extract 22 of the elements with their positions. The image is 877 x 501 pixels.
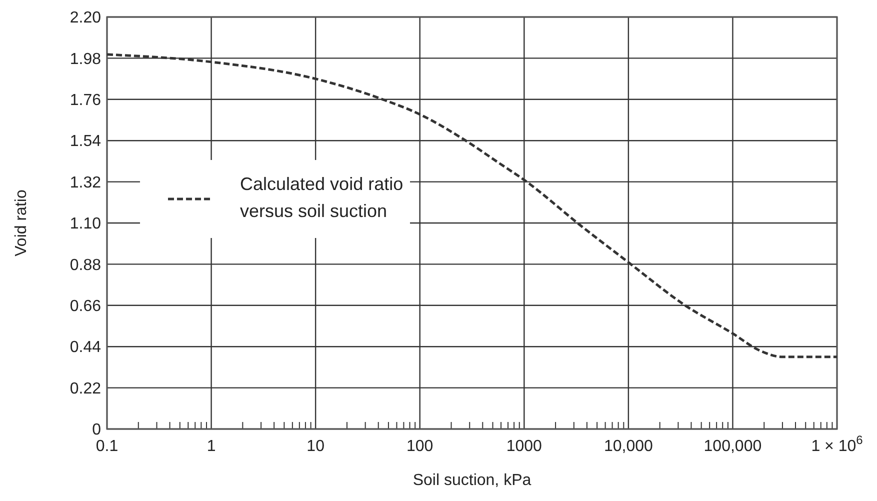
y-tick-label: 2.20 [70,10,102,27]
x-tick-label: 100,000 [704,438,762,455]
y-tick-label: 0.66 [70,298,102,315]
y-tick-label: 1.32 [70,174,102,192]
y-tick-label: 1.54 [70,133,102,150]
y-tick-label: 1.10 [70,216,102,233]
y-tick-label: 1.76 [70,92,102,109]
x-tick-label: 1000 [506,438,542,455]
x-tick-label: 1 [206,438,216,455]
x-tick-label: 10,000 [604,438,653,455]
x-tick-label: 1 × 10$^{6}$ [811,433,864,455]
x-tick-label: 0.1 [96,438,118,455]
x-tick-label: 10 [306,438,325,455]
y-tick-label: 1.98 [70,50,102,68]
y-tick-label: 0.22 [70,380,102,398]
x-axis-title: Soil suction, kPa [412,472,532,489]
legend-label: Calculated void ratio versus soil suction [240,174,404,221]
y-tick-label: 0.44 [70,339,102,356]
x-tick-label: 100 [406,438,434,455]
y-tick-label: 0 [92,422,102,439]
y-tick-label: 0.88 [70,256,102,274]
y-axis-title: Void ratio [13,190,30,256]
